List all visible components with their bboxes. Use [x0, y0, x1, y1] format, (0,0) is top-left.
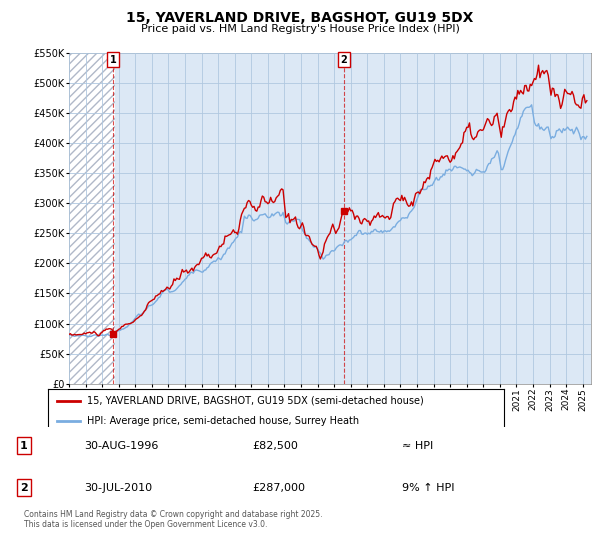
- Bar: [69, 53, 115, 384]
- Text: 15, YAVERLAND DRIVE, BAGSHOT, GU19 5DX: 15, YAVERLAND DRIVE, BAGSHOT, GU19 5DX: [127, 11, 473, 25]
- Text: HPI: Average price, semi-detached house, Surrey Heath: HPI: Average price, semi-detached house,…: [87, 416, 359, 426]
- Text: £82,500: £82,500: [252, 441, 298, 451]
- Text: 30-AUG-1996: 30-AUG-1996: [84, 441, 158, 451]
- Text: 1: 1: [110, 55, 116, 65]
- Text: 2: 2: [340, 55, 347, 65]
- Text: Price paid vs. HM Land Registry's House Price Index (HPI): Price paid vs. HM Land Registry's House …: [140, 24, 460, 34]
- Text: 2: 2: [20, 483, 28, 493]
- Text: ≈ HPI: ≈ HPI: [402, 441, 433, 451]
- Text: 1: 1: [20, 441, 28, 451]
- Text: 15, YAVERLAND DRIVE, BAGSHOT, GU19 5DX (semi-detached house): 15, YAVERLAND DRIVE, BAGSHOT, GU19 5DX (…: [87, 395, 424, 405]
- Text: £287,000: £287,000: [252, 483, 305, 493]
- Text: 30-JUL-2010: 30-JUL-2010: [84, 483, 152, 493]
- Text: 9% ↑ HPI: 9% ↑ HPI: [402, 483, 455, 493]
- Text: Contains HM Land Registry data © Crown copyright and database right 2025.
This d: Contains HM Land Registry data © Crown c…: [24, 510, 323, 529]
